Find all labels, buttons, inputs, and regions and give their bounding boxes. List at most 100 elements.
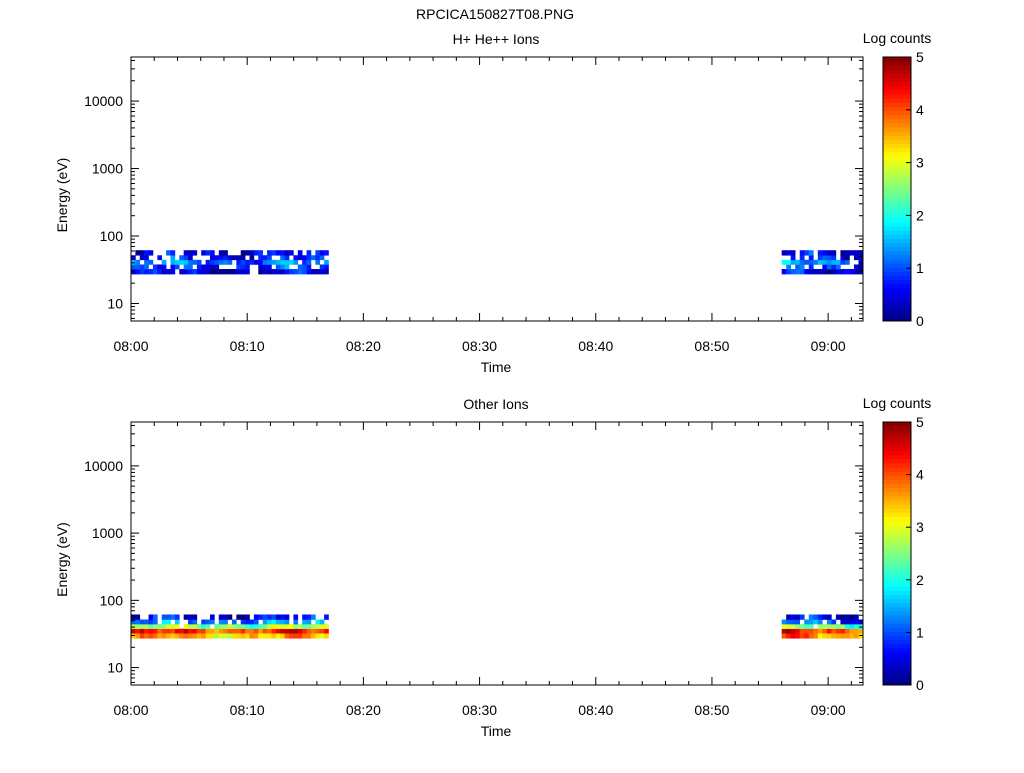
spectrogram-cell	[808, 259, 814, 265]
colorbar-band	[883, 217, 911, 223]
spectrogram-cell	[817, 619, 823, 625]
x-tick-label: 08:20	[346, 338, 381, 354]
spectrogram-cell	[790, 633, 796, 639]
spectrogram-cell	[262, 633, 268, 639]
spectrogram-cell	[223, 628, 228, 634]
spectrogram-cell	[275, 269, 281, 275]
spectrogram-cell	[804, 633, 810, 639]
spectrogram-cell	[183, 255, 189, 261]
spectrogram-cell	[835, 633, 841, 639]
spectrogram-cell	[262, 259, 268, 265]
spectrogram-cell	[831, 628, 837, 634]
spectrogram-cell	[161, 619, 167, 625]
spectrogram-cell	[324, 259, 329, 265]
spectrogram-cell	[835, 628, 841, 634]
spectrogram-cell	[245, 628, 250, 634]
spectrogram-cell	[315, 624, 321, 629]
spectrogram-cell	[781, 628, 787, 634]
spectrogram-cell	[201, 250, 206, 256]
spectrogram-cell	[267, 619, 272, 625]
colorbar-band	[883, 557, 911, 563]
spectrogram-cell	[315, 269, 321, 275]
spectrogram-cell	[192, 259, 198, 265]
spectrogram-cell	[799, 250, 805, 256]
spectrogram-cell	[319, 264, 325, 270]
spectrogram-cell	[826, 250, 832, 256]
spectrogram-cell	[267, 628, 272, 634]
spectrogram-cell	[315, 259, 321, 265]
spectrogram-cell	[831, 255, 837, 261]
spectrogram-cell	[223, 624, 228, 629]
spectrogram-cell	[822, 259, 828, 265]
spectrogram-cell	[844, 259, 850, 265]
colorbar-band	[883, 193, 911, 198]
spectrogram-cell	[844, 628, 850, 634]
colorbar-band	[883, 90, 911, 95]
spectrogram-cell	[302, 633, 307, 639]
spectrogram-cell	[253, 614, 259, 620]
spectrogram-cell	[293, 269, 299, 275]
colorbar-band	[883, 61, 911, 66]
spectrogram-cell	[174, 633, 180, 639]
spectrogram-cell	[258, 269, 263, 275]
spectrogram-cell	[201, 264, 206, 270]
spectrogram-cell	[218, 628, 224, 634]
spectrogram-cell	[844, 269, 850, 275]
spectrogram-cell	[170, 628, 176, 634]
spectrogram-cell	[223, 633, 228, 639]
colorbar-band	[883, 590, 911, 595]
spectrogram-cell	[306, 614, 312, 620]
colorbar-band	[883, 147, 911, 153]
spectrogram-cell	[183, 628, 189, 634]
spectrogram-cell	[170, 269, 176, 275]
spectrogram-cell	[205, 250, 211, 256]
spectrogram-cell	[166, 269, 171, 275]
colorbar-band	[883, 271, 911, 277]
spectrogram-cell	[214, 269, 220, 275]
spectrogram-cell	[148, 628, 154, 634]
spectrogram-cell	[808, 264, 814, 270]
spectrogram-cell	[275, 250, 281, 256]
spectrogram-cell	[319, 250, 325, 256]
spectrogram-cell	[306, 628, 312, 634]
colorbar-band	[883, 94, 911, 99]
spectrogram-cell	[790, 259, 796, 265]
spectrogram-cell	[799, 633, 805, 639]
spectrogram-cell	[253, 624, 259, 629]
colorbar-band	[883, 500, 911, 505]
spectrogram-cell	[139, 250, 145, 256]
colorbar-band	[883, 81, 911, 87]
spectrogram-cell	[218, 250, 224, 256]
spectrogram-cell	[790, 624, 796, 629]
spectrogram-cell	[183, 633, 189, 639]
spectrogram-cell	[799, 259, 805, 265]
spectrogram-cell	[227, 259, 233, 265]
spectrogram-cell	[840, 619, 846, 625]
spectrogram-cell	[253, 250, 259, 256]
spectrogram-cell	[161, 269, 167, 275]
colorbar-band	[883, 151, 911, 157]
spectrogram-cell	[293, 619, 299, 625]
spectrogram-cell	[786, 250, 792, 256]
spectrogram-cell	[205, 264, 211, 270]
colorbar-frame	[882, 421, 912, 686]
data-segment	[131, 250, 329, 275]
spectrogram-cell	[148, 269, 154, 275]
spectrogram-cell	[183, 250, 189, 256]
spectrogram-cell	[201, 619, 206, 625]
spectrogram-cell	[826, 628, 832, 634]
colorbar-band	[883, 275, 911, 281]
colorbar-band	[883, 594, 911, 600]
spectrogram-cell	[858, 264, 864, 270]
spectrogram-cell	[249, 628, 255, 634]
spectrogram-cell	[236, 633, 242, 639]
spectrogram-cell	[284, 619, 290, 625]
spectrogram-cell	[271, 628, 277, 634]
spectrogram-cell	[310, 614, 316, 620]
spectrogram-cell	[858, 259, 864, 265]
spectrogram-cell	[267, 624, 272, 629]
spectrogram-cell	[835, 259, 841, 265]
spectrogram-cell	[210, 619, 215, 625]
colorbar-band	[883, 160, 911, 165]
